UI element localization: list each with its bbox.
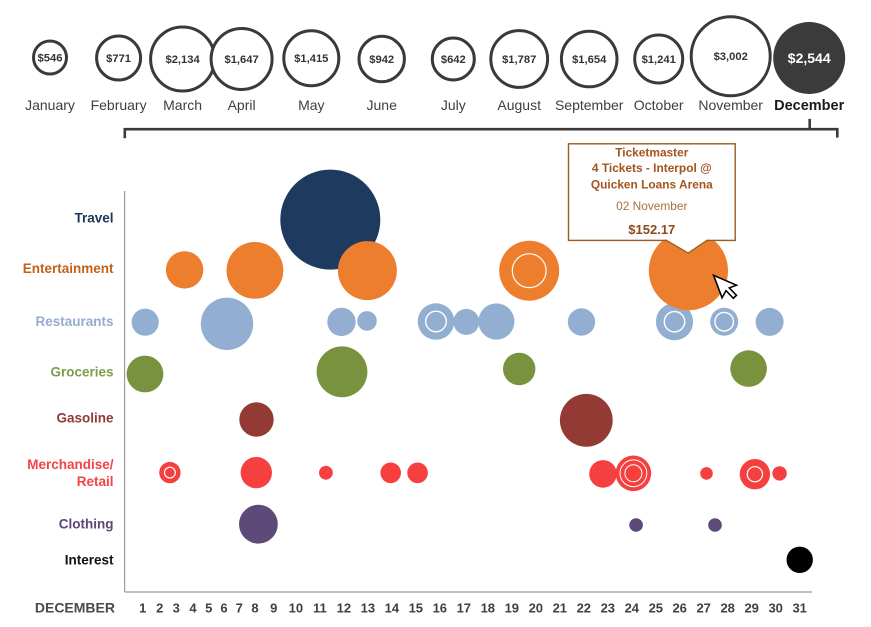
svg-text:22: 22 [577, 601, 591, 616]
svg-text:Interest: Interest [65, 553, 114, 568]
svg-text:7: 7 [236, 601, 243, 616]
svg-text:2: 2 [156, 601, 163, 616]
svg-text:Retail: Retail [77, 474, 114, 489]
svg-text:1: 1 [139, 601, 146, 616]
svg-text:$1,415: $1,415 [294, 53, 328, 65]
svg-text:18: 18 [481, 601, 495, 616]
svg-text:February: February [91, 97, 147, 113]
svg-text:25: 25 [649, 601, 663, 616]
svg-text:$546: $546 [38, 53, 63, 65]
svg-text:9: 9 [270, 601, 277, 616]
svg-text:March: March [163, 97, 202, 113]
svg-text:$642: $642 [441, 54, 466, 66]
svg-text:31: 31 [792, 601, 806, 616]
svg-text:June: June [367, 97, 398, 113]
svg-text:3: 3 [173, 601, 180, 616]
svg-text:13: 13 [361, 601, 375, 616]
svg-text:Travel: Travel [74, 211, 113, 226]
svg-text:August: August [497, 97, 541, 113]
svg-text:19: 19 [505, 601, 519, 616]
svg-text:20: 20 [529, 601, 543, 616]
svg-text:4: 4 [189, 601, 197, 616]
svg-text:Quicken Loans Arena: Quicken Loans Arena [591, 177, 713, 191]
svg-text:29: 29 [744, 601, 758, 616]
svg-text:December: December [774, 98, 844, 114]
svg-text:November: November [698, 97, 763, 113]
svg-text:Entertainment: Entertainment [23, 261, 114, 276]
svg-text:30: 30 [768, 601, 782, 616]
svg-text:11: 11 [313, 601, 327, 616]
svg-text:8: 8 [251, 601, 258, 616]
svg-text:Merchandise/: Merchandise/ [27, 457, 114, 472]
svg-text:$2,544: $2,544 [788, 50, 831, 66]
svg-text:May: May [298, 97, 324, 113]
svg-text:$3,002: $3,002 [714, 51, 748, 63]
svg-text:$2,134: $2,134 [165, 54, 200, 66]
svg-text:January: January [25, 97, 75, 113]
svg-text:28: 28 [720, 601, 734, 616]
svg-text:October: October [634, 97, 684, 113]
svg-text:26: 26 [672, 601, 686, 616]
svg-text:Clothing: Clothing [59, 517, 114, 532]
svg-text:16: 16 [433, 601, 447, 616]
svg-text:17: 17 [457, 601, 471, 616]
svg-text:4 Tickets - Interpol @: 4 Tickets - Interpol @ [592, 161, 712, 175]
svg-text:Restaurants: Restaurants [35, 314, 113, 329]
svg-text:$771: $771 [106, 53, 131, 65]
svg-text:$1,787: $1,787 [502, 54, 536, 66]
svg-text:$152.17: $152.17 [628, 222, 675, 237]
svg-text:$1,654: $1,654 [572, 54, 607, 66]
svg-text:15: 15 [409, 601, 423, 616]
svg-text:14: 14 [385, 601, 400, 616]
svg-text:10: 10 [289, 601, 303, 616]
svg-text:24: 24 [625, 601, 640, 616]
svg-text:02 November: 02 November [616, 199, 687, 213]
svg-text:Groceries: Groceries [50, 365, 113, 380]
svg-text:21: 21 [553, 601, 567, 616]
svg-text:$1,241: $1,241 [642, 54, 676, 66]
svg-text:5: 5 [205, 601, 212, 616]
svg-text:27: 27 [696, 601, 710, 616]
svg-text:DECEMBER: DECEMBER [35, 600, 115, 616]
svg-text:23: 23 [601, 601, 615, 616]
svg-text:July: July [441, 97, 466, 113]
svg-text:Gasoline: Gasoline [56, 411, 114, 426]
svg-text:$942: $942 [369, 54, 394, 66]
svg-text:$1,647: $1,647 [224, 54, 258, 66]
svg-text:April: April [228, 97, 256, 113]
svg-text:Ticketmaster: Ticketmaster [615, 146, 689, 160]
svg-text:6: 6 [220, 601, 227, 616]
svg-text:12: 12 [337, 601, 351, 616]
svg-text:September: September [555, 97, 624, 113]
